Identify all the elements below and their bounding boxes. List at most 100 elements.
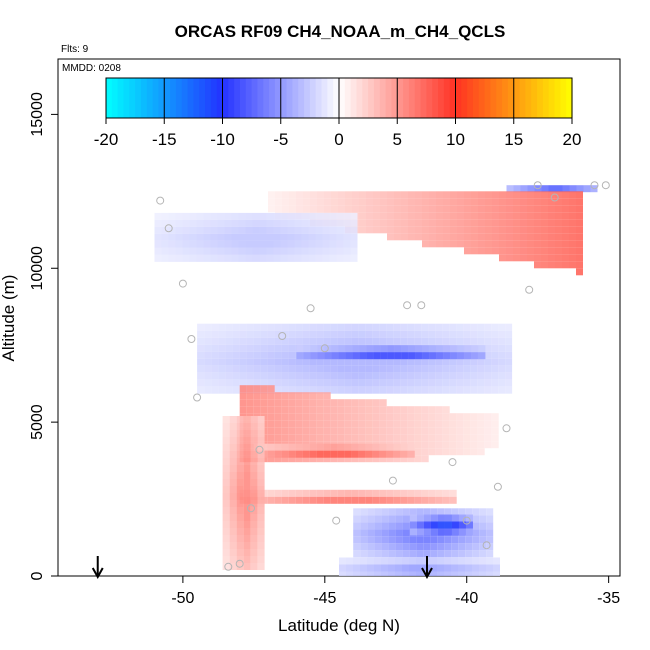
heat-cell [569, 254, 576, 262]
heat-cell [315, 226, 323, 234]
heat-cell [449, 365, 457, 373]
heat-cell [239, 365, 247, 373]
heat-cell [430, 543, 438, 551]
heat-cell [309, 496, 317, 504]
heat-cell [267, 427, 275, 435]
heat-cell [366, 226, 373, 234]
y-tick-label: 5000 [29, 404, 46, 440]
heat-cell [274, 450, 282, 458]
heat-cell [400, 420, 408, 428]
heat-cell [465, 550, 473, 558]
heat-cell [266, 212, 274, 220]
heat-cell [450, 345, 458, 353]
heat-cell [576, 240, 583, 248]
heat-region-red-core [253, 443, 415, 458]
heat-cell [358, 379, 366, 387]
heat-cell [428, 379, 436, 387]
heat-cell [479, 557, 486, 565]
heat-cell [316, 379, 324, 387]
heat-cell [211, 323, 219, 331]
heat-cell [274, 443, 282, 451]
heat-cell [250, 465, 258, 472]
heat-cell [367, 536, 375, 544]
heat-cell [372, 413, 380, 421]
heat-cell [485, 219, 492, 227]
colorbar-cell [304, 78, 311, 118]
heat-cell [245, 240, 253, 248]
heat-cell [477, 358, 485, 366]
heat-cell [400, 330, 408, 338]
heat-cell [281, 434, 289, 442]
heat-cell [555, 233, 562, 241]
heat-cell [408, 219, 415, 227]
heat-cell [450, 240, 457, 248]
heat-cell [456, 323, 464, 331]
heat-cell [250, 479, 258, 486]
heat-cell [302, 372, 310, 380]
colorbar-cell [362, 78, 369, 118]
heat-cell [236, 556, 244, 563]
heat-cell [415, 219, 422, 227]
heat-cell [281, 455, 289, 463]
heat-cell [548, 212, 555, 220]
colorbar-cell [397, 78, 404, 118]
heat-cell [303, 198, 310, 206]
heat-cell [204, 386, 212, 394]
heat-cell [400, 386, 408, 394]
heat-cell [358, 365, 366, 373]
heat-cell [268, 205, 275, 213]
heat-cell [225, 372, 233, 380]
heat-cell [282, 191, 289, 199]
heat-cell [257, 430, 265, 437]
heat-cell [245, 212, 253, 220]
colorbar-cell [152, 78, 160, 118]
heat-cell [414, 413, 422, 421]
heat-cell [472, 536, 480, 544]
heat-cell [267, 450, 275, 458]
heat-cell [250, 472, 258, 479]
heat-cell [408, 233, 415, 241]
colorbar-cell [438, 78, 445, 118]
heat-cell [449, 337, 457, 345]
heat-cell [417, 521, 424, 529]
heat-cell [401, 219, 408, 227]
flight-point-1 [164, 224, 173, 233]
colorbar-cell [327, 78, 334, 118]
heat-cell [257, 542, 265, 549]
heat-cell [315, 233, 323, 241]
heat-cell [477, 386, 485, 394]
heat-cell [310, 352, 318, 360]
heat-cell [471, 198, 478, 206]
heat-cell [421, 441, 429, 449]
heat-cell [323, 496, 331, 504]
heat-cell [289, 198, 296, 206]
heat-cell [562, 233, 569, 241]
heat-cell [436, 212, 443, 220]
colorbar-cell [467, 78, 474, 118]
heat-cell [477, 372, 485, 380]
heat-cell [168, 219, 176, 227]
heat-cell [316, 455, 324, 463]
heat-cell [414, 427, 422, 435]
heat-cell [236, 430, 244, 437]
heat-cell [360, 571, 367, 576]
heat-cell [309, 372, 317, 380]
heat-cell [229, 430, 237, 437]
heat-cell [231, 226, 239, 234]
heat-cell [422, 198, 429, 206]
heat-cell [253, 344, 261, 352]
heat-cell [576, 198, 583, 206]
heat-cell [471, 247, 478, 255]
heat-cell [459, 528, 466, 536]
heat-cell [435, 379, 443, 387]
heat-cell [316, 496, 324, 504]
colorbar-cell [502, 78, 509, 118]
heat-cell [358, 489, 366, 497]
colorbar-cell [193, 78, 200, 118]
heat-cell [330, 450, 338, 458]
heat-cell [477, 379, 485, 387]
heat-cell [408, 345, 416, 353]
heat-cell [168, 212, 176, 220]
heat-cell [445, 521, 452, 529]
heat-cell [222, 521, 230, 528]
